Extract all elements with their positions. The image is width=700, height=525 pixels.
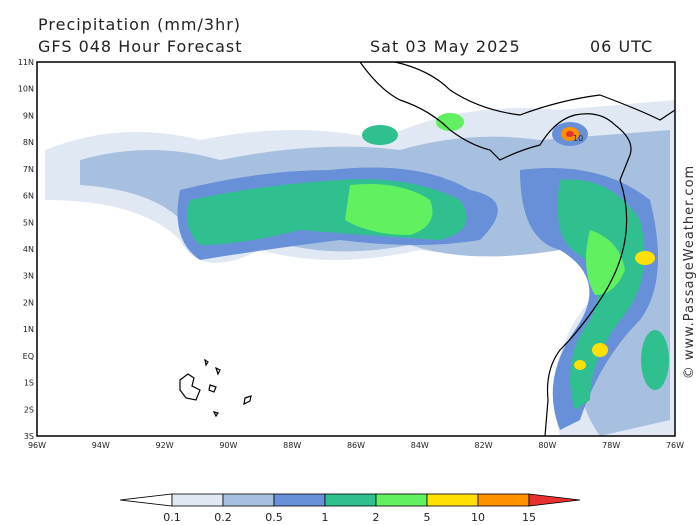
- lon-label: 94W: [92, 441, 110, 450]
- lat-label: 2S: [24, 405, 34, 414]
- legend-swatch: [528, 493, 581, 507]
- subtitle: GFS 048 Hour Forecast: [38, 37, 243, 56]
- legend: 0.1 0.2 0.5 1 2 5 10 15: [119, 493, 581, 524]
- legend-label: 5: [424, 511, 431, 524]
- lon-label: 92W: [156, 441, 174, 450]
- contour-label: 10: [573, 134, 583, 143]
- lon-label: 88W: [283, 441, 301, 450]
- legend-label: 0.1: [163, 511, 181, 524]
- lat-label: 5N: [23, 218, 34, 227]
- forecast-time: 06 UTC: [590, 37, 653, 56]
- coastline: [394, 61, 676, 121]
- credit: © www.PassageWeather.com: [682, 165, 697, 379]
- lat-label: 3N: [23, 272, 34, 281]
- lat-label: 4N: [23, 245, 34, 254]
- lat-label: 10N: [18, 85, 34, 94]
- legend-label: 0.5: [265, 511, 283, 524]
- legend-swatch: [477, 493, 530, 507]
- legend-swatch: [426, 493, 479, 507]
- lat-label: 3S: [24, 432, 34, 441]
- lat-label: 9N: [23, 111, 34, 120]
- lat-label: 2N: [23, 298, 34, 307]
- legend-swatch: [171, 493, 224, 507]
- lon-label: 76W: [666, 441, 684, 450]
- lon-label: 80W: [538, 441, 556, 450]
- legend-label: 10: [471, 511, 485, 524]
- legend-label: 15: [522, 511, 536, 524]
- lat-label: 1S: [24, 379, 34, 388]
- lon-label: 82W: [475, 441, 493, 450]
- lon-label: 90W: [219, 441, 237, 450]
- legend-swatch: [324, 493, 377, 507]
- legend-label: 0.2: [214, 511, 232, 524]
- legend-swatch: [222, 493, 275, 507]
- lon-label: 96W: [28, 441, 46, 450]
- legend-label: 2: [373, 511, 380, 524]
- legend-label: 1: [322, 511, 329, 524]
- lat-label: 11N: [18, 58, 34, 67]
- lon-label: 78W: [602, 441, 620, 450]
- precipitation: [45, 100, 675, 436]
- legend-swatch: [273, 493, 326, 507]
- lat-label: 6N: [23, 192, 34, 201]
- lat-label: 7N: [23, 165, 34, 174]
- galapagos: [179, 358, 252, 418]
- lon-label: 84W: [411, 441, 429, 450]
- title: Precipitation (mm/3hr): [38, 15, 241, 34]
- coastline: [359, 61, 632, 437]
- lat-label: 8N: [23, 138, 34, 147]
- map-frame: [36, 61, 676, 437]
- legend-swatch: [119, 493, 173, 507]
- forecast-date: Sat 03 May 2025: [370, 37, 521, 56]
- legend-swatch: [375, 493, 428, 507]
- lat-label: 1N: [23, 325, 34, 334]
- lat-label: EQ: [23, 352, 34, 361]
- lon-label: 86W: [347, 441, 365, 450]
